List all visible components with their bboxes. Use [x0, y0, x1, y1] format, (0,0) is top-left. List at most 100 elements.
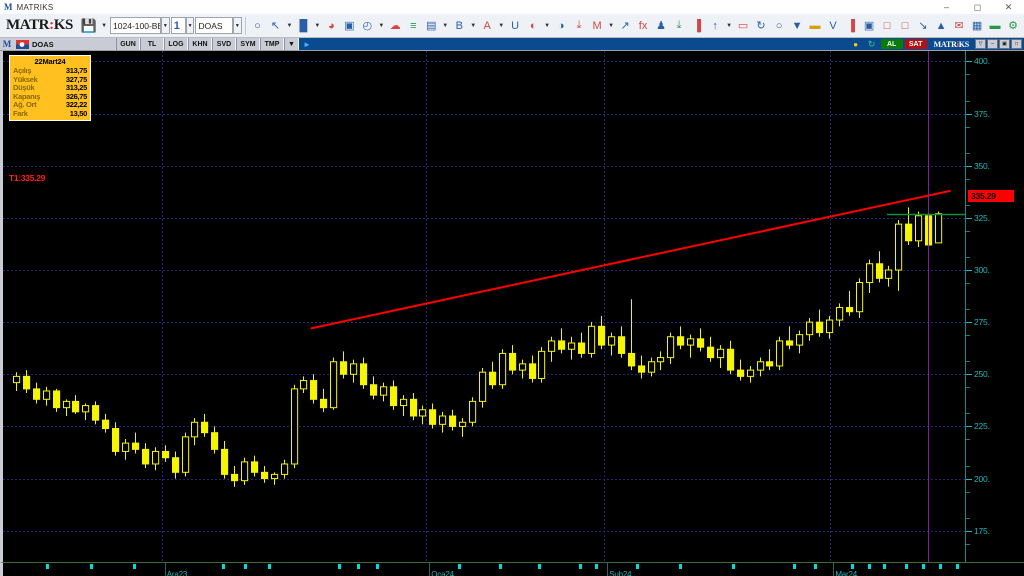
mail-icon[interactable]: ✉ [954, 20, 964, 32]
news-icon[interactable]: ▤ [426, 20, 437, 32]
handshake-icon[interactable]: ☁ [389, 20, 401, 32]
zoom-icon[interactable]: ○ [775, 19, 783, 32]
price-tick-label: 275. [974, 317, 990, 328]
save-dropdown-caret[interactable]: ▼ [101, 22, 108, 29]
chart-btn-tmp[interactable]: TMP [260, 38, 284, 50]
layout-combo-caret[interactable]: ▼ [160, 17, 170, 34]
news-dropdown-caret[interactable]: ▼ [442, 22, 449, 29]
chart-window-button-0[interactable]: ▽ [975, 39, 986, 49]
date-tick [89, 564, 93, 569]
portfolio-icon[interactable]: ▐ [847, 19, 855, 32]
chart-window-button-1[interactable]: – [987, 39, 998, 49]
date-separator [833, 563, 835, 576]
battery-icon[interactable]: ▐ [693, 19, 701, 32]
date-tick [921, 564, 925, 569]
line-chart-icon[interactable]: ↗ [620, 20, 630, 32]
chart-plot[interactable] [3, 51, 965, 562]
info-date: 22Mart24 [34, 57, 66, 66]
note-icon[interactable]: ▬ [809, 19, 821, 32]
bold-text-icon[interactable]: B [455, 19, 463, 32]
bold-text-dropdown-caret[interactable]: ▼ [470, 22, 477, 29]
chart-logo-icon: M [2, 39, 12, 49]
fib-tool-icon[interactable]: ◐ [529, 19, 537, 32]
chart-btn-svd[interactable]: SVD [212, 38, 236, 50]
chart-btn-log[interactable]: LOG [164, 38, 188, 50]
settings-icon[interactable]: ⚙ [1008, 20, 1018, 32]
monitor-icon[interactable]: ▣ [344, 20, 355, 32]
annotation-a-dropdown-caret[interactable]: ▼ [498, 22, 505, 29]
info-row-key: Açılış [13, 66, 32, 75]
chart-matriks-brand: MATR i KS [933, 39, 970, 49]
pointer-icon[interactable]: ↘ [918, 20, 928, 32]
chart-window-button-3[interactable]: □ [1011, 39, 1022, 49]
price-axis[interactable]: 400. 375. 350. 325. 300. 275. 250. 225. 200. 175.… [965, 51, 1024, 562]
clock-dropdown-caret[interactable]: ▼ [378, 22, 385, 29]
date-tick [537, 564, 541, 569]
document-icon[interactable]: ▭ [737, 20, 749, 32]
price-tick-mark [966, 218, 972, 219]
refresh-icon[interactable]: ↻ [756, 20, 766, 32]
export-icon[interactable]: ↑ [712, 19, 718, 32]
page-combo-caret[interactable]: ▼ [185, 17, 195, 34]
export-dropdown-caret[interactable]: ▼ [726, 22, 733, 29]
page-combo[interactable]: 1 [170, 17, 186, 34]
fib-tool-dropdown-caret[interactable]: ▼ [544, 22, 551, 29]
unlock-icon[interactable]: □ [883, 19, 891, 32]
download-icon[interactable]: ⤓ [676, 19, 682, 31]
toolbar-divider [244, 16, 246, 35]
user-icon[interactable]: ♟ [656, 20, 666, 32]
twitter-bird-icon[interactable]: ► [298, 38, 315, 50]
close-icon[interactable]: ✕ [1004, 1, 1013, 12]
price-tick-label: 375. [974, 108, 990, 119]
cursor-arrow-icon[interactable]: ↖ [270, 20, 281, 32]
pin-icon[interactable]: ● [853, 39, 859, 49]
price-tick-mark [966, 374, 972, 375]
info-row-value: 327,75 [65, 74, 87, 84]
date-separator [607, 563, 609, 576]
annotation-a-icon[interactable]: A [483, 19, 491, 32]
sell-button[interactable]: SAT [904, 39, 927, 49]
matriks-m-dropdown-caret[interactable]: ▼ [608, 22, 615, 29]
new-window-icon[interactable]: □ [901, 19, 909, 32]
underline-u-icon[interactable]: U [511, 19, 520, 32]
trendline-label: T1:335.29 [9, 173, 46, 184]
chevron-down-icon[interactable]: ▼ [284, 38, 299, 50]
calculator-icon[interactable]: ▦ [971, 20, 983, 32]
refresh-icon[interactable]: ↻ [867, 38, 876, 49]
matriks-m-icon[interactable]: M [592, 19, 602, 32]
alarm-bell-icon[interactable]: ▲ [935, 19, 947, 32]
date-tick [939, 564, 943, 569]
minimize-icon[interactable]: – [943, 2, 949, 12]
chart-btn-sym[interactable]: SYM [236, 38, 260, 50]
date-tick [792, 564, 796, 569]
list-icon[interactable]: ≡ [410, 19, 417, 32]
clock-icon[interactable]: ◴ [362, 20, 373, 32]
gann-tool-icon[interactable]: ◑ [557, 19, 565, 32]
twitter-icon[interactable]: ▼ [791, 19, 803, 32]
save-icon[interactable]: 💾 [80, 17, 98, 33]
window-icon[interactable]: ▣ [863, 20, 875, 32]
symbol-combo[interactable]: DOAS [195, 17, 233, 34]
chat-icon[interactable]: ▬ [989, 19, 1001, 32]
function-fx-icon[interactable]: fx [638, 19, 648, 32]
chart-window-button-2[interactable]: ▣ [999, 39, 1010, 49]
price-tick-mark [966, 61, 972, 62]
pie-chart-icon[interactable]: ◕ [328, 19, 335, 32]
chart-btn-khn[interactable]: KHN [188, 38, 212, 50]
layout-combo[interactable]: 1024-100-BEYA [110, 17, 161, 34]
cursor-arrow-dropdown-caret[interactable]: ▼ [286, 22, 293, 29]
letter-v-icon[interactable]: V [829, 19, 837, 32]
bar-chart-dropdown-caret[interactable]: ▼ [314, 22, 321, 29]
date-axis[interactable]: Ara23 Oca24 Şub24 Mar24 [0, 562, 1024, 576]
search-icon[interactable]: ○ [254, 19, 261, 32]
symbol-combo-caret[interactable]: ▼ [232, 17, 242, 34]
chart-btn-gun[interactable]: GUN [116, 38, 140, 50]
bar-chart-icon[interactable]: █ [299, 19, 308, 32]
chart-canvas-area[interactable]: 400. 375. 350. 325. 300. 275. 250. 225. 200. 175.… [0, 51, 1024, 562]
chart-btn-tl[interactable]: TL [140, 38, 164, 50]
price-tick-label: 225. [974, 421, 990, 432]
maximize-icon[interactable]: ◻ [973, 1, 982, 12]
top-marker-icon[interactable]: ⤓ [576, 19, 582, 31]
buy-button[interactable]: AL [880, 39, 903, 49]
